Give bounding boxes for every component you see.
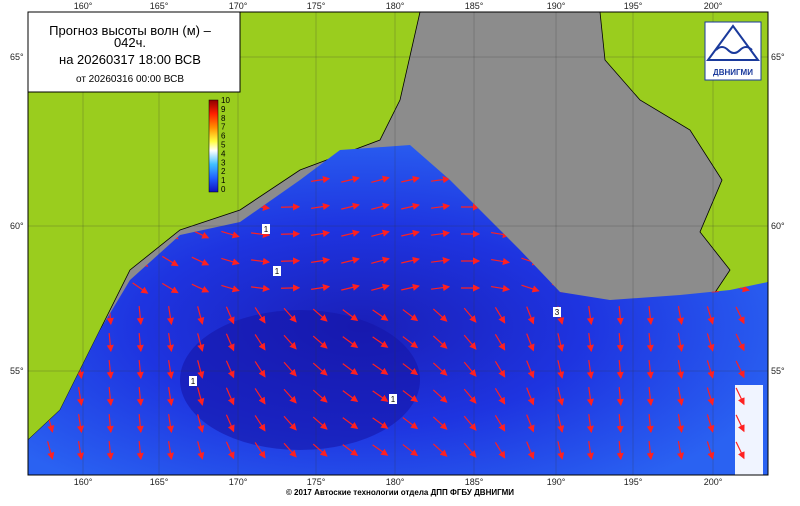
colorbar-label: 7	[221, 123, 226, 132]
lon-label-top: 180°	[386, 1, 405, 11]
contour-label: 3	[555, 308, 560, 317]
colorbar-label: 0	[221, 185, 226, 194]
lon-label-top: 200°	[704, 1, 723, 11]
colorbar-label: 3	[221, 158, 226, 167]
lon-label-bottom: 180°	[386, 477, 405, 487]
lon-label-bottom: 170°	[229, 477, 248, 487]
colorbar-label: 9	[221, 105, 226, 114]
contour-label: 1	[391, 395, 396, 404]
contour-label: 1	[191, 377, 196, 386]
lat-label-right: 60°	[771, 221, 785, 231]
lon-label-bottom: 160°	[74, 477, 93, 487]
lon-label-bottom: 165°	[150, 477, 169, 487]
colorbar-label: 10	[221, 96, 230, 105]
wave-arrow	[281, 207, 299, 208]
lat-label-right: 65°	[771, 52, 785, 62]
footer: © 2017 Автоские технологии отдела ДПП ФГ…	[286, 488, 514, 497]
colorbar-label: 8	[221, 114, 226, 123]
colorbar-label: 4	[221, 149, 226, 158]
header-issued: от 20260316 00:00 ВСВ	[76, 74, 184, 85]
lat-label-left: 55°	[10, 366, 24, 376]
lon-label-top: 165°	[150, 1, 169, 11]
header-line2: 042ч.	[114, 35, 146, 50]
lat-label-right: 55°	[771, 366, 785, 376]
colorbar	[209, 100, 218, 192]
lat-label-left: 65°	[10, 52, 24, 62]
contour-label: 1	[275, 267, 280, 276]
wave-arrow	[281, 261, 299, 262]
lon-label-bottom: 175°	[307, 477, 326, 487]
wave-arrow	[281, 288, 299, 289]
lon-label-bottom: 185°	[465, 477, 484, 487]
colorbar-label: 5	[221, 141, 226, 150]
lon-label-bottom: 195°	[624, 477, 643, 487]
calm-zone	[180, 310, 420, 450]
lon-label-top: 170°	[229, 1, 248, 11]
lon-label-top: 185°	[465, 1, 484, 11]
lon-label-bottom: 200°	[704, 477, 723, 487]
lon-label-top: 175°	[307, 1, 326, 11]
colorbar-label: 6	[221, 132, 226, 141]
contour-label: 1	[264, 225, 269, 234]
lon-label-top: 195°	[624, 1, 643, 11]
colorbar-label: 1	[221, 176, 226, 185]
lon-label-top: 190°	[547, 1, 566, 11]
logo-text: ДВНИГМИ	[713, 68, 753, 77]
lon-label-top: 160°	[74, 1, 93, 11]
colorbar-label: 2	[221, 167, 226, 176]
lat-label-left: 60°	[10, 221, 24, 231]
header-valid: на 20260317 18:00 ВСВ	[59, 52, 201, 67]
lon-label-bottom: 190°	[547, 477, 566, 487]
wave-arrow	[281, 234, 299, 235]
high-wave-patch	[735, 385, 763, 475]
